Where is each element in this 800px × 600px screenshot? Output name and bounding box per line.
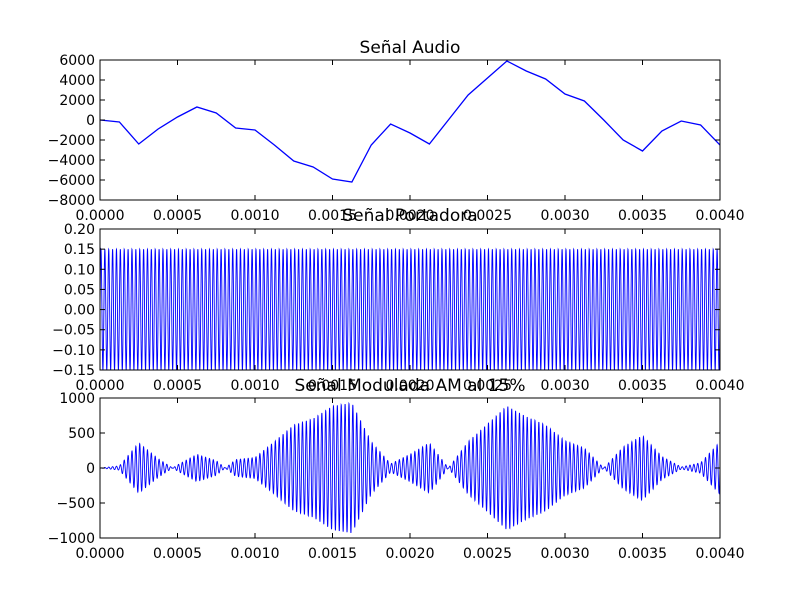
x-tick-label: 0.0030 (541, 378, 590, 394)
y-tick-label: 0.05 (64, 282, 95, 298)
x-tick-label: 0.0020 (386, 208, 435, 224)
x-tick-label: 0.0000 (76, 378, 125, 394)
y-tick-label: 0 (86, 113, 95, 129)
x-tick-label: 0.0010 (231, 546, 280, 562)
subplot-modulated: 0.0000 0.0005 0.0010 0.0015 0.0020 0.0025 0.00… (48, 376, 745, 562)
x-tick-label: 0.0010 (231, 208, 280, 224)
x-tick-label: 0.0000 (76, 546, 125, 562)
y-tick-label: 0.15 (64, 242, 95, 258)
y-tick-label: −0.10 (52, 343, 95, 359)
x-tick-label: 0.0035 (618, 378, 667, 394)
carrier-title: Señal Portadora (342, 206, 477, 226)
x-tick-label: 0.0040 (696, 208, 745, 224)
y-tick-label: 1000 (59, 391, 95, 407)
x-tick-label: 0.0015 (308, 208, 357, 224)
x-tick-label: 0.0005 (153, 378, 202, 394)
y-tick-label: 6000 (59, 53, 95, 69)
y-tick-label: 0.20 (64, 222, 95, 238)
subplot-carrier: 0.0000 0.0005 0.0010 0.0015 0.0020 0.0025 0.00… (52, 206, 744, 394)
carrier-ticks: 0.0000 0.0005 0.0010 0.0015 0.0020 0.0025 0.00… (52, 222, 744, 394)
audio-title: Señal Audio (360, 38, 461, 58)
x-tick-label: 0.0010 (231, 378, 280, 394)
y-tick-label: −0.05 (52, 323, 95, 339)
carrier-line (100, 247, 720, 370)
x-tick-label: 0.0040 (696, 378, 745, 394)
audio-ticks: 0.0000 0.0005 0.0010 0.0015 0.0020 0.0025 0.00… (48, 53, 745, 224)
x-tick-label: 0.0025 (463, 208, 512, 224)
y-tick-label: 4000 (59, 73, 95, 89)
x-tick-label: 0.0025 (463, 378, 512, 394)
x-tick-label: 0.0030 (541, 208, 590, 224)
modulated-ticks: 0.0000 0.0005 0.0010 0.0015 0.0020 0.0025 0.00… (48, 391, 745, 562)
y-tick-label: −4000 (48, 153, 95, 169)
y-tick-label: −8000 (48, 193, 95, 209)
y-tick-label: −0.15 (52, 363, 95, 379)
audio-line (100, 60, 720, 183)
y-tick-label: −2000 (48, 133, 95, 149)
y-tick-label: −1000 (48, 531, 95, 547)
audio-series (100, 60, 720, 183)
modulated-line (100, 401, 720, 534)
x-tick-label: 0.0020 (386, 546, 435, 562)
x-tick-label: 0.0005 (153, 208, 202, 224)
modulated-series (100, 401, 720, 534)
x-tick-label: 0.0015 (308, 546, 357, 562)
y-tick-label: 500 (68, 426, 95, 442)
x-tick-label: 0.0025 (463, 546, 512, 562)
subplot-audio: 0.0000 0.0005 0.0010 0.0015 0.0020 0.0025 0.00… (48, 38, 745, 224)
x-tick-label: 0.0040 (696, 546, 745, 562)
y-tick-label: −6000 (48, 173, 95, 189)
x-tick-label: 0.0020 (386, 378, 435, 394)
y-tick-label: 0.10 (64, 262, 95, 278)
y-tick-label: 0.00 (64, 303, 95, 319)
y-tick-label: 2000 (59, 93, 95, 109)
x-tick-label: 0.0015 (308, 378, 357, 394)
y-tick-label: 0 (86, 461, 95, 477)
x-tick-label: 0.0000 (76, 208, 125, 224)
x-tick-label: 0.0030 (541, 546, 590, 562)
x-tick-label: 0.0005 (153, 546, 202, 562)
x-tick-label: 0.0035 (618, 208, 667, 224)
x-tick-label: 0.0035 (618, 546, 667, 562)
carrier-series (100, 247, 720, 370)
y-tick-label: −500 (57, 496, 95, 512)
modulated-title: Señal Modulada AM al 15% (295, 376, 526, 396)
